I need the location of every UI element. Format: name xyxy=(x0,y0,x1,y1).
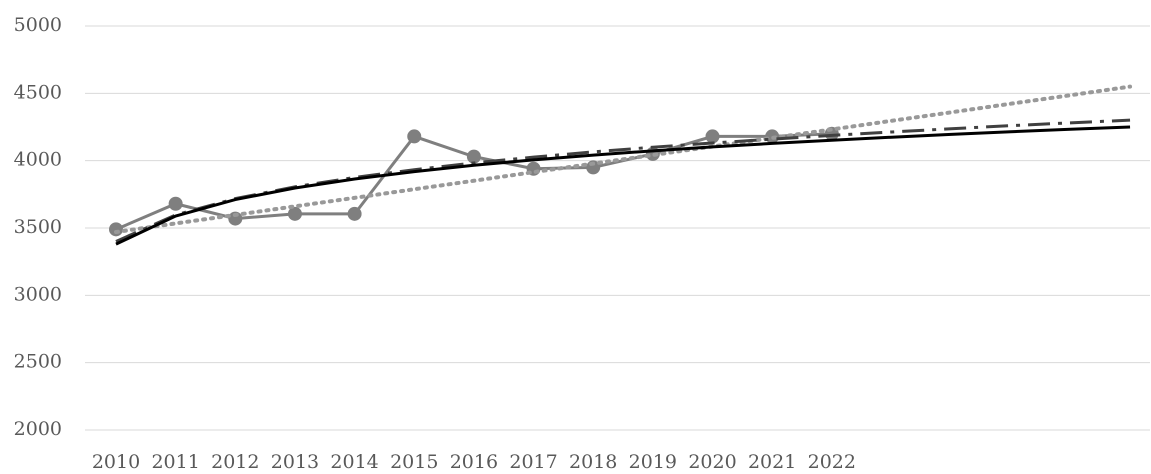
y-tick-label: 2000 xyxy=(14,418,62,440)
x-tick-label: 2021 xyxy=(748,451,796,473)
x-tick-label: 2020 xyxy=(688,451,736,473)
x-tick-label: 2013 xyxy=(271,451,319,473)
x-tick-label: 2012 xyxy=(211,451,259,473)
data-point xyxy=(109,222,123,237)
y-tick-label: 4000 xyxy=(14,149,62,171)
data-point xyxy=(466,149,481,164)
x-tick-label: 2022 xyxy=(808,451,856,473)
x-tick-label: 2010 xyxy=(92,451,140,473)
data-point xyxy=(287,206,302,221)
data-point xyxy=(705,129,720,144)
x-tick-label: 2016 xyxy=(450,451,498,473)
y-tick-label: 2500 xyxy=(14,351,62,373)
data-point xyxy=(228,211,243,226)
data-point xyxy=(407,129,422,144)
x-tick-label: 2017 xyxy=(509,451,557,473)
y-tick-label: 4500 xyxy=(14,81,62,103)
x-tick-label: 2011 xyxy=(151,451,199,473)
y-tick-label: 3000 xyxy=(14,283,62,305)
x-tick-label: 2015 xyxy=(390,451,438,473)
x-tick-label: 2018 xyxy=(569,451,617,473)
y-tick-label: 5000 xyxy=(14,14,62,36)
data-point xyxy=(347,206,362,221)
x-tick-label: 2014 xyxy=(330,451,378,473)
series-line xyxy=(115,125,1131,246)
series-line xyxy=(115,118,1131,243)
y-tick-label: 3500 xyxy=(14,216,62,238)
data-point xyxy=(168,196,183,211)
series-line xyxy=(114,84,1133,235)
x-tick-label: 2019 xyxy=(629,451,677,473)
